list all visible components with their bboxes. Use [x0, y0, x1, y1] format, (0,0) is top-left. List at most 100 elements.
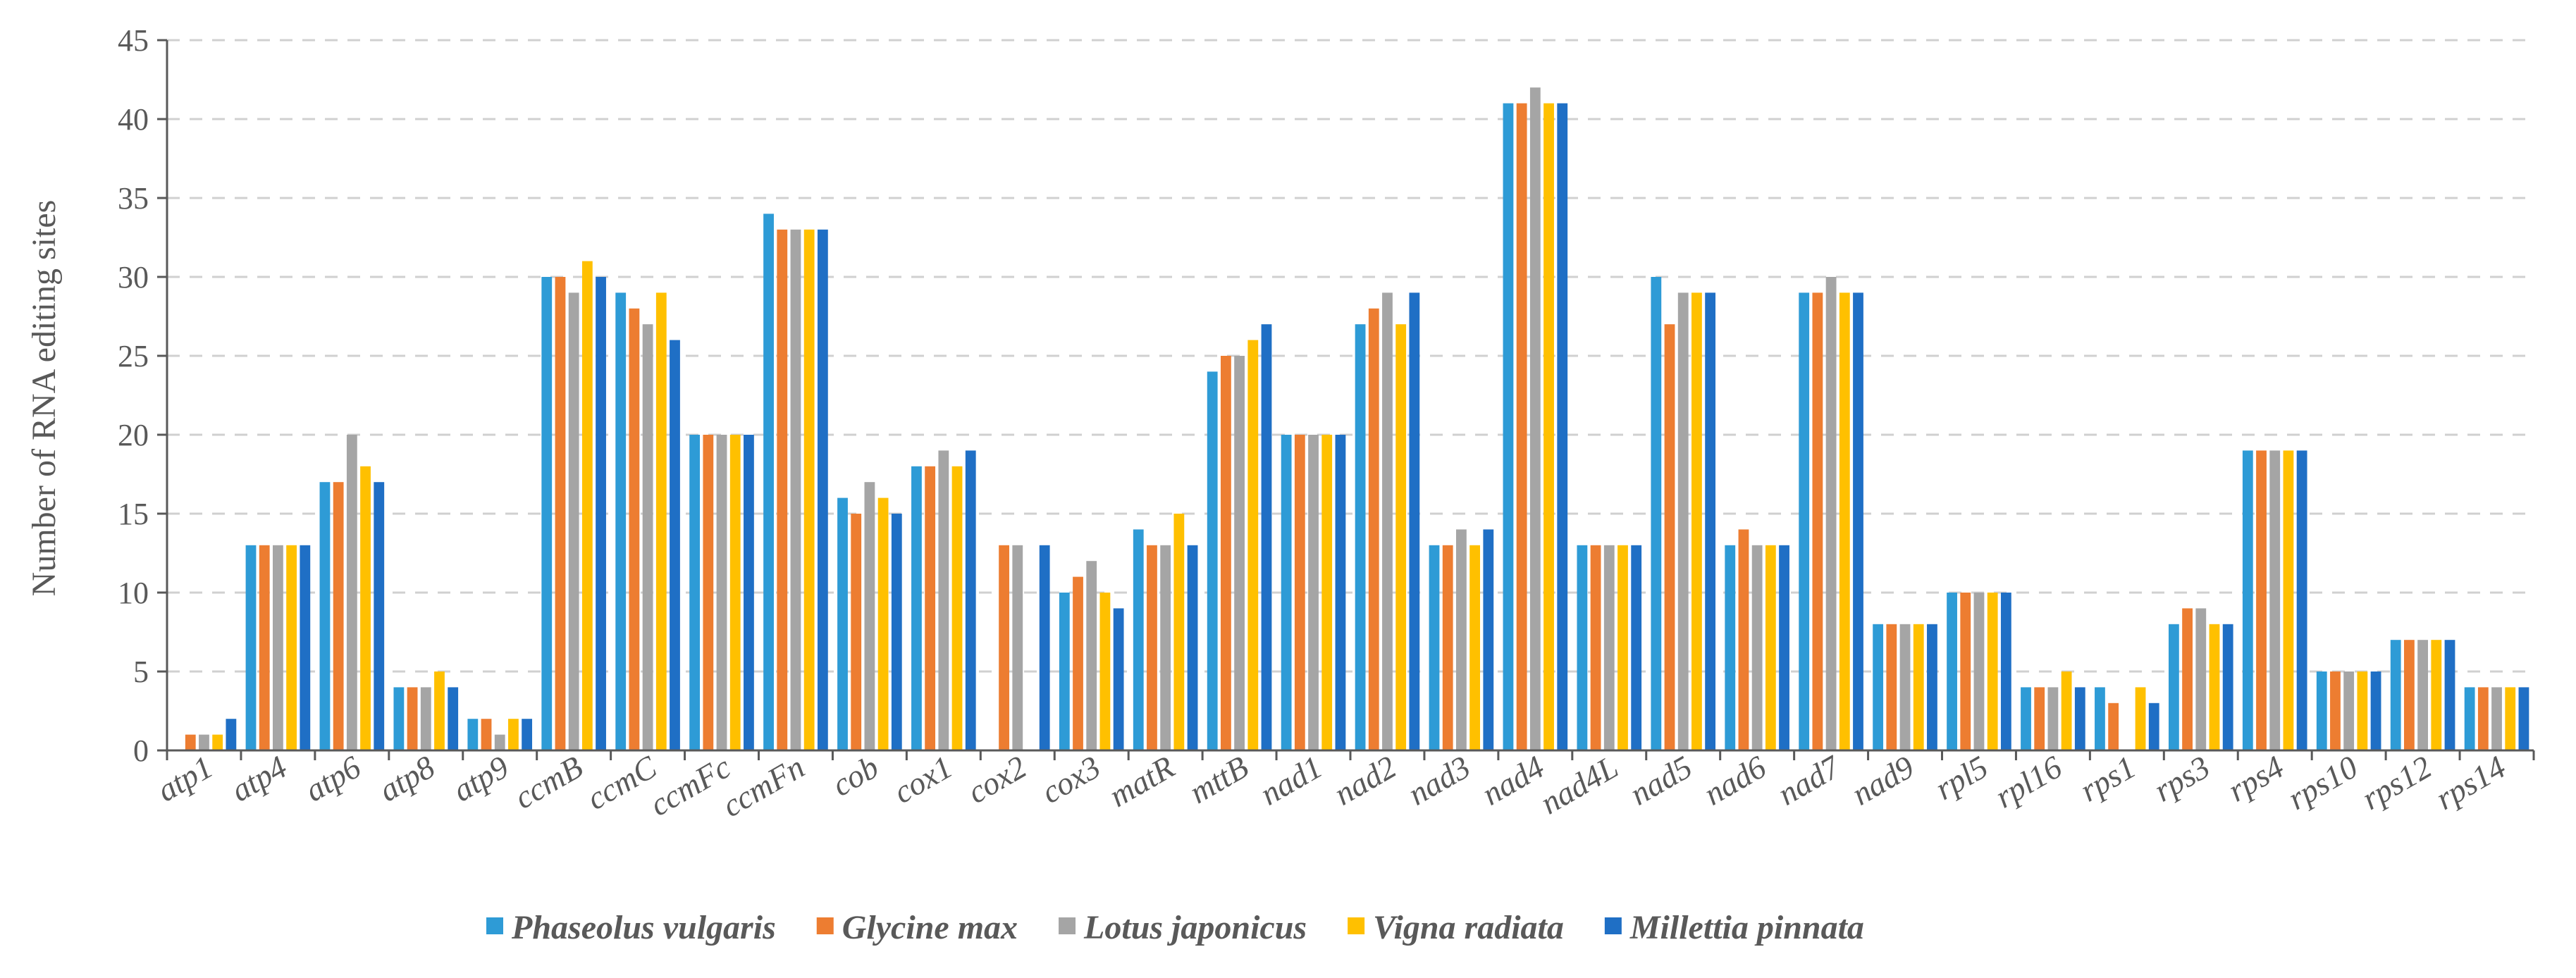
legend-swatch	[486, 917, 503, 934]
bar	[2505, 687, 2516, 750]
x-tick-label: mttB	[1183, 748, 1255, 810]
bar	[1947, 593, 1957, 750]
bar	[1543, 103, 1554, 751]
bar	[689, 435, 701, 750]
bar	[2417, 640, 2428, 750]
bar	[1987, 593, 1998, 750]
x-tick-label: ccmFc	[643, 748, 737, 822]
bar	[1503, 103, 1514, 751]
y-tick-label: 45	[118, 23, 149, 58]
bar	[2518, 687, 2529, 750]
bar	[2061, 671, 2072, 750]
x-tick-label: nad9	[1846, 748, 1920, 812]
bar	[877, 497, 889, 750]
x-tick-label: nad7	[1772, 748, 1847, 812]
bar	[245, 545, 257, 750]
bar	[2477, 687, 2489, 750]
bar	[999, 545, 1009, 750]
bar	[508, 719, 519, 750]
bar	[1751, 545, 1763, 750]
bar	[541, 277, 553, 750]
bar	[716, 435, 727, 750]
bar	[2209, 624, 2220, 750]
legend-label: Glycine max	[842, 909, 1018, 946]
bar	[2034, 687, 2045, 750]
bar	[1516, 103, 1527, 751]
x-tick-label: nad3	[1402, 748, 1476, 812]
bar	[2296, 450, 2307, 750]
bar	[333, 482, 344, 750]
bar	[1059, 593, 1070, 750]
bar	[670, 340, 680, 751]
bar	[1073, 576, 1083, 750]
bar	[1173, 514, 1185, 750]
x-tick-label: rps10	[2281, 748, 2363, 817]
bar	[1456, 529, 1467, 750]
bar	[2444, 640, 2455, 750]
bar	[2168, 624, 2179, 750]
bar	[925, 466, 936, 750]
bar	[1899, 624, 1911, 750]
bar	[1631, 545, 1642, 750]
x-tick-label: nad5	[1624, 748, 1698, 812]
bar	[2403, 640, 2415, 750]
bar	[2343, 671, 2355, 750]
axes	[166, 40, 2535, 760]
bar	[1529, 87, 1541, 750]
legend-swatch	[1059, 917, 1076, 934]
bar	[1825, 277, 1837, 750]
bar	[1012, 545, 1023, 750]
bar	[1617, 545, 1628, 750]
bar	[448, 687, 459, 750]
bar	[777, 229, 788, 750]
bar	[851, 514, 862, 750]
bar	[2021, 687, 2031, 750]
x-tick-label: rps14	[2429, 748, 2511, 817]
bar	[568, 292, 579, 750]
y-tick-label: 25	[118, 339, 149, 373]
bar	[1853, 292, 1863, 750]
bar	[1039, 545, 1050, 750]
x-tick-label: nad2	[1328, 748, 1402, 812]
bar	[817, 229, 828, 750]
x-tick-label: matR	[1103, 748, 1181, 814]
bar	[2316, 671, 2327, 750]
bar	[2357, 671, 2368, 750]
legend-swatch	[1604, 917, 1622, 934]
x-tick-label: ccmFn	[716, 748, 811, 824]
bar	[864, 482, 875, 750]
bar	[763, 213, 774, 750]
bar	[522, 719, 533, 750]
y-tick-label: 15	[118, 497, 149, 531]
legend-label: Phaseolus vulgaris	[511, 909, 776, 946]
bar	[467, 719, 479, 750]
x-tick-label: rps4	[2221, 748, 2289, 808]
bar	[1429, 545, 1440, 750]
bar	[374, 482, 385, 750]
bar	[1368, 308, 1379, 750]
bar	[1409, 292, 1420, 750]
bar	[1099, 593, 1111, 750]
bar	[1677, 292, 1689, 750]
bar	[1927, 624, 1937, 750]
bar	[951, 466, 963, 750]
x-tick-label: atp9	[447, 748, 514, 808]
bar	[407, 687, 418, 750]
legend-label: Vigna radiata	[1373, 909, 1564, 946]
bars	[185, 87, 2529, 751]
bar	[1651, 277, 1662, 750]
bar	[615, 292, 627, 750]
bar	[1187, 545, 1198, 750]
bar	[494, 734, 505, 750]
y-axis-label: Number of RNA editing sites	[25, 200, 63, 597]
bar	[2283, 450, 2294, 750]
bar	[1799, 292, 1810, 750]
bar	[703, 435, 714, 750]
x-tick-label: rpl16	[1989, 748, 2068, 815]
bar	[199, 734, 209, 750]
x-tick-label: atp6	[299, 748, 366, 808]
bar	[555, 277, 566, 750]
x-tick-label: rps1	[2073, 748, 2141, 808]
